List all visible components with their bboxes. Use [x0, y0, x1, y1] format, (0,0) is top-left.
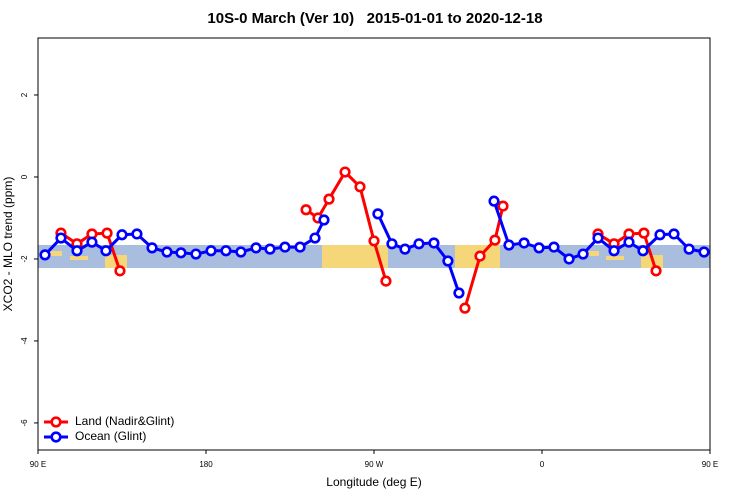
land-patch: [585, 251, 599, 256]
legend: Land (Nadir&Glint)Ocean (Glint): [44, 414, 174, 443]
data-point: [323, 193, 335, 205]
data-point: [399, 243, 411, 255]
data-point: [453, 287, 465, 299]
data-point: [190, 248, 202, 260]
y-tick-label: 0: [20, 174, 29, 179]
data-point: [235, 246, 247, 258]
data-point: [608, 245, 620, 257]
x-axis-title: Longitude (deg E): [326, 475, 421, 489]
data-point: [205, 245, 217, 257]
data-point: [250, 242, 262, 254]
data-point: [698, 246, 710, 258]
data-point: [489, 234, 501, 246]
y-tick-label: 2: [20, 92, 29, 97]
data-point: [116, 229, 128, 241]
legend-marker: [50, 416, 62, 428]
legend-marker: [50, 431, 62, 443]
data-point: [100, 245, 112, 257]
y-tick-label: -6: [20, 419, 29, 427]
series-line: [60, 169, 658, 309]
land-patch: [322, 245, 388, 268]
data-point: [683, 243, 695, 255]
data-point: [654, 229, 666, 241]
data-point: [101, 227, 113, 239]
x-tick-label: 0: [540, 460, 545, 469]
data-point: [668, 228, 680, 240]
data-point: [372, 208, 384, 220]
data-point: [161, 246, 173, 258]
data-point: [497, 200, 509, 212]
x-tick-label: 90 W: [365, 460, 384, 469]
legend-label: Land (Nadir&Glint): [75, 414, 174, 428]
data-point: [300, 204, 312, 216]
data-point: [518, 237, 530, 249]
data-point: [368, 235, 380, 247]
data-point: [650, 265, 662, 277]
data-point: [146, 242, 158, 254]
data-point: [459, 302, 471, 314]
data-point: [318, 214, 330, 226]
data-point: [413, 238, 425, 250]
data-point: [264, 243, 276, 255]
data-point: [114, 265, 126, 277]
y-axis-title: XCO2 - MLO trend (ppm): [1, 177, 15, 312]
data-point: [55, 232, 67, 244]
data-point: [279, 241, 291, 253]
data-point: [637, 245, 649, 257]
data-point: [563, 253, 575, 265]
chart-title: 10S-0 March (Ver 10) 2015-01-01 to 2020-…: [207, 10, 542, 27]
data-point: [428, 237, 440, 249]
data-point: [309, 232, 321, 244]
y-tick-label: -4: [20, 337, 29, 345]
data-point: [442, 255, 454, 267]
data-point: [339, 166, 351, 178]
data-point: [503, 239, 515, 251]
data-point: [548, 241, 560, 253]
data-point: [380, 275, 392, 287]
data-point: [86, 236, 98, 248]
data-point: [386, 238, 398, 250]
y-tick-label: -2: [20, 255, 29, 263]
land-patch: [70, 256, 88, 260]
land-patch: [606, 256, 624, 260]
legend-label: Ocean (Glint): [75, 429, 146, 443]
data-point: [175, 247, 187, 259]
data-point: [638, 227, 650, 239]
data-point: [577, 248, 589, 260]
data-point: [533, 242, 545, 254]
data-point: [623, 236, 635, 248]
data-point: [474, 250, 486, 262]
data-point: [592, 232, 604, 244]
data-point: [220, 245, 232, 257]
data-point: [39, 249, 51, 261]
data-point: [294, 241, 306, 253]
data-point: [488, 195, 500, 207]
x-tick-label: 180: [199, 460, 213, 469]
x-tick-label: 90 E: [30, 460, 46, 469]
data-point: [71, 245, 83, 257]
x-tick-label: 90 E: [702, 460, 718, 469]
data-point: [131, 228, 143, 240]
land-patch: [48, 251, 62, 256]
data-point: [354, 181, 366, 193]
